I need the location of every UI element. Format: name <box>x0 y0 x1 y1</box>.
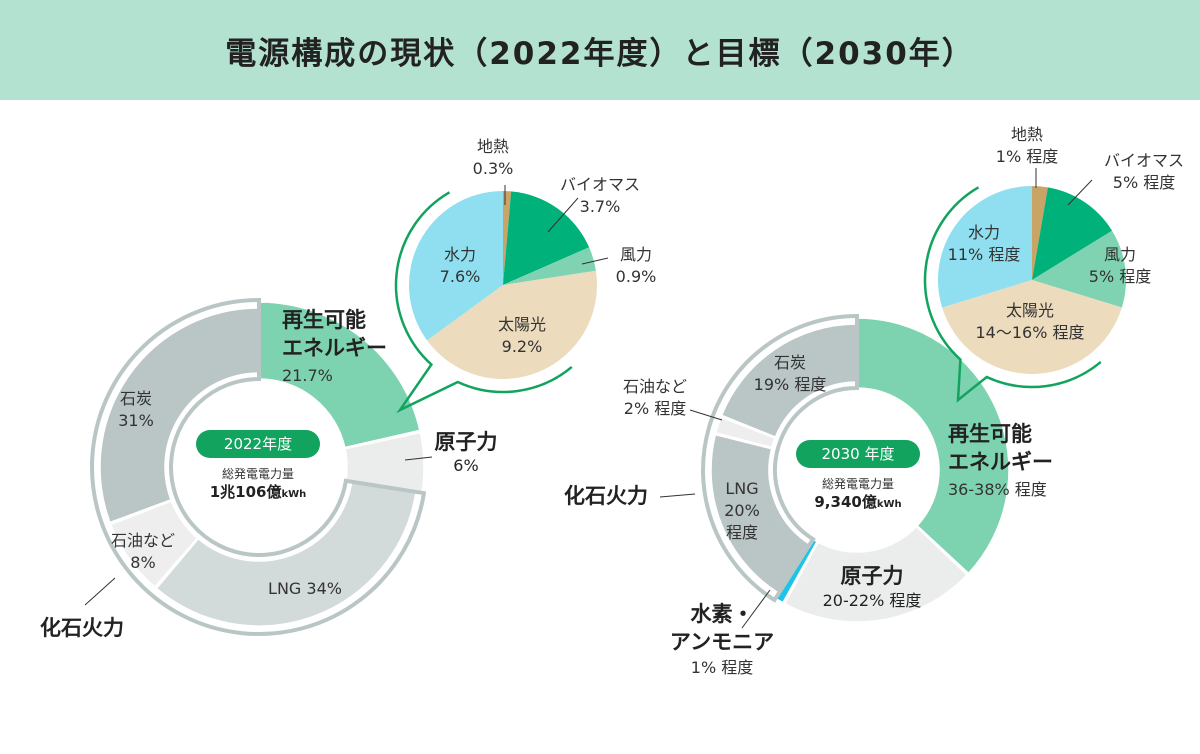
pie-slice-水力 <box>409 191 503 341</box>
label-lng-2022: LNG 34% <box>268 579 342 598</box>
leader-line <box>84 577 116 606</box>
label-biomass-2022: バイオマス 3.7% <box>559 175 641 216</box>
label-solar-2030: 太陽光 14～16% 程度 <box>975 301 1085 342</box>
label-oil-2030: 石油など 2% 程度 <box>622 377 688 418</box>
label-hydro-2022: 水力 7.6% <box>439 245 481 286</box>
total-label-2030: 総発電電力量 <box>821 477 895 491</box>
pie-slice-水力 <box>938 186 1032 308</box>
leader-line <box>741 589 771 629</box>
leader-line <box>659 493 696 498</box>
label-oil-2022: 石油など 8% <box>110 531 176 572</box>
year-badge-2030: 2030 年度 <box>796 440 920 468</box>
label-lng-2030: LNG 20% 程度 <box>724 479 760 542</box>
total-label-2022: 総発電電力量 <box>221 467 295 481</box>
pie-slice-バイオマス <box>503 191 590 285</box>
label-wind-2030: 風力 5% 程度 <box>1088 245 1152 286</box>
donut-slice-LNG <box>710 433 811 594</box>
label-coal-2030: 石炭 19% 程度 <box>753 353 827 394</box>
leader-line <box>689 409 723 421</box>
label-fossil-2022: 化石火力 <box>40 616 124 640</box>
total-value-2022: 1兆106億kWh <box>209 483 307 501</box>
label-renewable-2030: 再生可能 エネルギー 36-38% 程度 <box>948 422 1053 499</box>
donut-center <box>779 392 935 548</box>
label-nuclear-2030: 原子力 20-22% 程度 <box>822 564 922 610</box>
label-coal-2022: 石炭 31% <box>118 389 154 430</box>
leader-line <box>581 257 609 265</box>
label-biomass-2030: バイオマス 5% 程度 <box>1103 151 1185 192</box>
donut-slice-再生可能エネルギー <box>258 301 421 449</box>
label-nuclear-2022: 原子力 6% <box>434 430 498 475</box>
year-badge-2022: 2022年度 <box>196 430 320 458</box>
donut-slice-LNG <box>155 481 417 627</box>
pie-slice-太陽光 <box>942 280 1122 374</box>
page-title: 電源構成の現状（2022年度）と目標（2030年） <box>225 35 975 72</box>
label-renewable-2022: 再生可能 エネルギー 21.7% <box>282 308 387 385</box>
label-wind-2022: 風力 0.9% <box>615 245 657 286</box>
donut-center <box>175 383 343 551</box>
label-hydrogen-2030: 水素・ アンモニア 1% 程度 <box>669 602 775 677</box>
donut-slice-石油など <box>109 500 199 589</box>
fossil-group-outline <box>701 313 859 603</box>
callout-bubble <box>923 186 1102 403</box>
leader-line <box>404 456 433 461</box>
label-solar-2022: 太陽光 9.2% <box>497 315 547 356</box>
callout-bubble <box>394 191 573 414</box>
label-fossil-2030: 化石火力 <box>564 484 648 508</box>
pie-slice-地熱 <box>1032 186 1048 280</box>
label-geothermal-2030: 地熱 1% 程度 <box>995 125 1059 166</box>
donut-slice-石炭 <box>99 307 260 524</box>
pie-slice-バイオマス <box>1032 187 1113 280</box>
pie-slice-太陽光 <box>427 270 597 379</box>
pie-slice-風力 <box>1032 230 1126 308</box>
fossil-group-outline <box>90 297 427 636</box>
leader-line <box>547 197 579 233</box>
total-value-2030: 9,340億kWh <box>814 493 902 511</box>
leader-line <box>1067 179 1093 206</box>
pie-slice-風力 <box>503 247 596 285</box>
label-geothermal-2022: 地熱 0.3% <box>472 137 514 178</box>
donut-slice-石油など <box>714 416 776 449</box>
header: 電源構成の現状（2022年度）と目標（2030年） <box>0 0 1200 100</box>
donut-slice-原子力 <box>783 525 969 623</box>
label-hydro-2030: 水力 11% 程度 <box>947 223 1021 264</box>
pie-slice-地熱 <box>503 191 512 285</box>
